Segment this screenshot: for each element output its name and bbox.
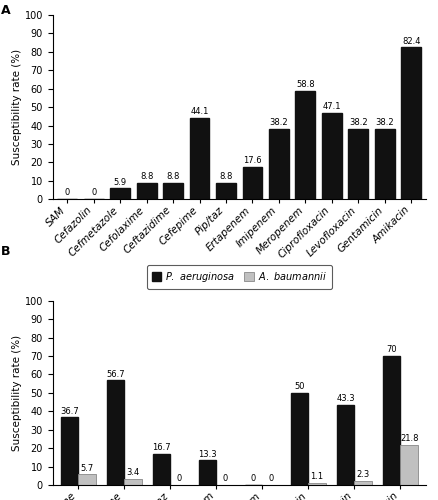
Bar [348, 129, 367, 200]
Text: 44.1: 44.1 [190, 107, 208, 116]
Bar [382, 356, 399, 485]
Bar [124, 478, 141, 485]
Text: 70: 70 [385, 345, 396, 354]
Text: 38.2: 38.2 [374, 118, 393, 127]
Text: 0: 0 [176, 474, 181, 483]
Bar [215, 183, 235, 200]
Text: 2.3: 2.3 [356, 470, 369, 479]
Text: 43.3: 43.3 [336, 394, 354, 404]
Bar [60, 418, 78, 485]
Text: 47.1: 47.1 [322, 102, 340, 110]
Text: 16.7: 16.7 [152, 444, 170, 452]
Text: 0: 0 [268, 474, 273, 483]
Bar [110, 188, 130, 200]
Legend: $\it{P.\ aeruginosa}$, $\it{A.\ baumannii}$: $\it{P.\ aeruginosa}$, $\it{A.\ baumanni… [146, 265, 331, 288]
Bar [290, 393, 307, 485]
Text: 36.7: 36.7 [60, 406, 78, 416]
Bar [268, 129, 288, 200]
Bar [106, 380, 124, 485]
Text: 50: 50 [294, 382, 304, 391]
Text: 8.8: 8.8 [166, 172, 180, 182]
Bar [307, 483, 325, 485]
Bar [400, 48, 420, 200]
Text: 38.2: 38.2 [348, 118, 367, 127]
Bar [163, 183, 183, 200]
Text: 82.4: 82.4 [401, 36, 420, 46]
Text: 21.8: 21.8 [399, 434, 417, 443]
Text: 3.4: 3.4 [126, 468, 139, 477]
Text: 58.8: 58.8 [295, 80, 314, 89]
Bar [242, 167, 262, 200]
Bar [198, 460, 216, 485]
Bar [321, 112, 341, 200]
Bar [353, 481, 371, 485]
Bar [136, 183, 156, 200]
Text: 5.7: 5.7 [80, 464, 93, 472]
Text: 56.7: 56.7 [106, 370, 124, 378]
Text: 0: 0 [251, 474, 256, 483]
Text: 0: 0 [91, 188, 96, 198]
Text: 0: 0 [64, 188, 70, 198]
Bar [78, 474, 95, 485]
Bar [295, 91, 314, 200]
Y-axis label: Susceptibility rate (%): Susceptibility rate (%) [12, 49, 22, 165]
Text: 38.2: 38.2 [269, 118, 288, 127]
Text: 8.8: 8.8 [219, 172, 232, 182]
Text: 13.3: 13.3 [198, 450, 216, 458]
Y-axis label: Susceptibility rate (%): Susceptibility rate (%) [12, 335, 22, 451]
Bar [152, 454, 170, 485]
Bar [189, 118, 209, 200]
Bar [336, 405, 353, 485]
Text: 1.1: 1.1 [310, 472, 323, 481]
Bar [399, 445, 417, 485]
Text: 5.9: 5.9 [113, 178, 127, 186]
Text: 0: 0 [222, 474, 227, 483]
Bar [374, 129, 394, 200]
Text: 8.8: 8.8 [140, 172, 153, 182]
Text: A: A [0, 4, 10, 17]
Text: B: B [0, 246, 10, 258]
Text: 17.6: 17.6 [243, 156, 261, 165]
